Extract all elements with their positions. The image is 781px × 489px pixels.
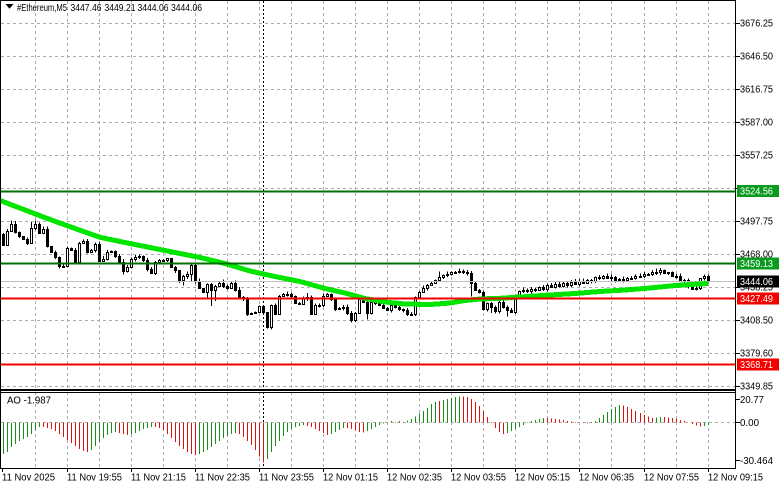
svg-text:12 Nov 03:55: 12 Nov 03:55 (451, 473, 506, 484)
svg-text:12 Nov 01:15: 12 Nov 01:15 (323, 473, 378, 484)
svg-text:3616.75: 3616.75 (740, 85, 773, 96)
svg-text:-30.464: -30.464 (740, 456, 773, 467)
svg-text:AO -1.987: AO -1.987 (7, 396, 51, 407)
svg-text:3349.85: 3349.85 (740, 382, 773, 393)
svg-text:12 Nov 02:35: 12 Nov 02:35 (387, 473, 442, 484)
svg-text:3676.25: 3676.25 (740, 19, 773, 30)
svg-text:0.00: 0.00 (740, 418, 759, 429)
svg-text:3438.25: 3438.25 (740, 283, 773, 294)
svg-text:11 Nov 23:55: 11 Nov 23:55 (259, 473, 314, 484)
svg-text:11 Nov 2025: 11 Nov 2025 (2, 473, 55, 484)
svg-text:3497.75: 3497.75 (740, 217, 773, 228)
svg-text:3408.50: 3408.50 (740, 316, 773, 327)
svg-text:12 Nov 09:15: 12 Nov 09:15 (708, 473, 763, 484)
svg-text:3444.06: 3444.06 (171, 3, 202, 14)
svg-text:3524.56: 3524.56 (740, 187, 773, 198)
svg-text:3444.06: 3444.06 (740, 277, 773, 288)
svg-text:3557.25: 3557.25 (740, 151, 773, 162)
svg-text:3427.49: 3427.49 (740, 294, 773, 305)
svg-text:3447.46: 3447.46 (71, 3, 102, 14)
svg-text:3449.21: 3449.21 (105, 3, 136, 14)
svg-text:11 Nov 22:35: 11 Nov 22:35 (195, 473, 250, 484)
svg-text:12 Nov 07:55: 12 Nov 07:55 (644, 473, 699, 484)
svg-text:3468.00: 3468.00 (740, 250, 773, 261)
svg-text:#Ethereum,M5: #Ethereum,M5 (17, 3, 67, 14)
svg-text:12 Nov 05:15: 12 Nov 05:15 (515, 473, 570, 484)
svg-text:20.77: 20.77 (740, 395, 764, 406)
svg-text:3379.60: 3379.60 (740, 349, 773, 360)
svg-text:3587.00: 3587.00 (740, 118, 773, 129)
svg-text:11 Nov 21:15: 11 Nov 21:15 (131, 473, 186, 484)
svg-text:11 Nov 19:55: 11 Nov 19:55 (67, 473, 122, 484)
svg-text:3444.06: 3444.06 (138, 3, 169, 14)
svg-text:3459.13: 3459.13 (740, 259, 773, 270)
svg-text:3646.50: 3646.50 (740, 52, 773, 63)
svg-text:12 Nov 06:35: 12 Nov 06:35 (579, 473, 634, 484)
svg-text:3368.71: 3368.71 (740, 360, 773, 371)
